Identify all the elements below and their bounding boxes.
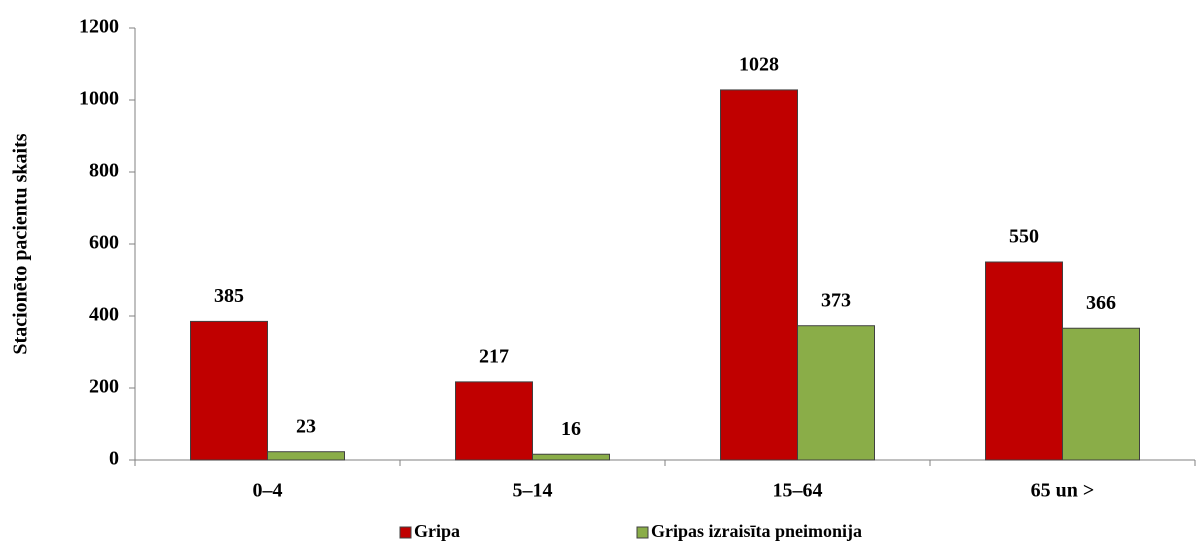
bar [532, 453, 610, 461]
value-label: 550 [1009, 226, 1039, 248]
y-tick-label: 200 [89, 376, 119, 398]
y-tick-label: 800 [89, 160, 119, 182]
x-tick-label: 15–64 [773, 480, 823, 502]
legend-swatch [399, 526, 412, 539]
value-label: 366 [1086, 292, 1116, 314]
value-label: 217 [479, 345, 509, 367]
bar [455, 381, 533, 461]
legend-label: Gripa [414, 521, 460, 541]
x-tick-label: 0–4 [253, 480, 283, 502]
value-label: 385 [214, 285, 244, 307]
bar [985, 261, 1063, 461]
y-tick-label: 1000 [79, 88, 119, 110]
y-tick-label: 400 [89, 304, 119, 326]
bar [797, 325, 875, 461]
x-tick-label: 65 un > [1031, 480, 1095, 502]
y-tick-label: 600 [89, 232, 119, 254]
value-label: 23 [296, 415, 316, 437]
y-axis-title: Stacionēto pacientu skaits [10, 133, 32, 354]
y-tick-label: 1200 [79, 16, 119, 38]
bar [1062, 327, 1140, 461]
value-label: 16 [561, 418, 581, 440]
legend-swatch [636, 526, 649, 539]
bar [267, 451, 345, 461]
value-label: 373 [821, 289, 851, 311]
x-tick-label: 5–14 [513, 480, 553, 502]
legend-label: Gripas izraisīta pneimonija [651, 521, 862, 541]
bar [190, 320, 268, 461]
y-tick-label: 0 [109, 448, 119, 470]
value-label: 1028 [739, 54, 779, 76]
bar [720, 89, 798, 461]
